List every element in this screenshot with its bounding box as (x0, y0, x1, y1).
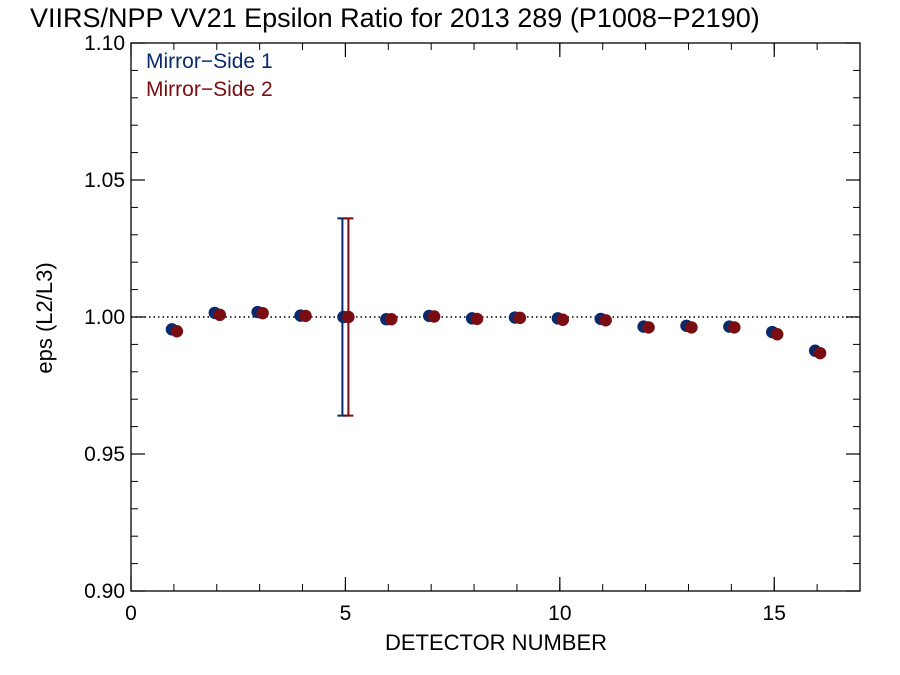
series-2-point (513, 311, 527, 325)
y-tick-label: 1.00 (84, 306, 125, 329)
chart-title: VIIRS/NPP VV21 Epsilon Ratio for 2013 28… (30, 3, 760, 33)
series-2-point (256, 306, 269, 320)
series-2-point (342, 310, 355, 324)
series-2-point (213, 308, 226, 322)
legend: Mirror−Side 1 Mirror−Side 2 (146, 50, 273, 101)
y-tick-label: 0.90 (84, 580, 125, 603)
y-axis-label: eps (L2/L3) (32, 262, 57, 373)
series-2-point (599, 314, 612, 327)
y-tick-label: 0.95 (84, 443, 125, 466)
legend-entry-mirror-side-2: Mirror−Side 2 (146, 78, 273, 101)
series-2-point (427, 310, 441, 323)
series-2-point (642, 321, 655, 334)
series-2-point (170, 325, 184, 338)
y-tick-label: 1.05 (84, 169, 125, 192)
plot-area: 0 5 10 15 0.90 0.95 1.00 1.05 1.10 (84, 32, 861, 625)
series-2-point (385, 312, 398, 326)
x-axis-label: DETECTOR NUMBER (385, 630, 607, 655)
x-tick-label: 0 (125, 602, 137, 625)
series-2-point (813, 346, 827, 360)
series-2-point (556, 313, 570, 326)
series-2-point (299, 309, 312, 323)
series-2-point (771, 328, 784, 341)
series-2-point (728, 321, 741, 334)
legend-entry-mirror-side-1: Mirror−Side 1 (146, 50, 273, 73)
x-tick-label: 15 (763, 602, 786, 625)
x-tick-label: 10 (548, 602, 571, 625)
series-2-point (685, 321, 698, 334)
y-tick-label: 1.10 (84, 32, 125, 55)
x-tick-label: 5 (340, 602, 352, 625)
series-2-point (470, 312, 484, 326)
